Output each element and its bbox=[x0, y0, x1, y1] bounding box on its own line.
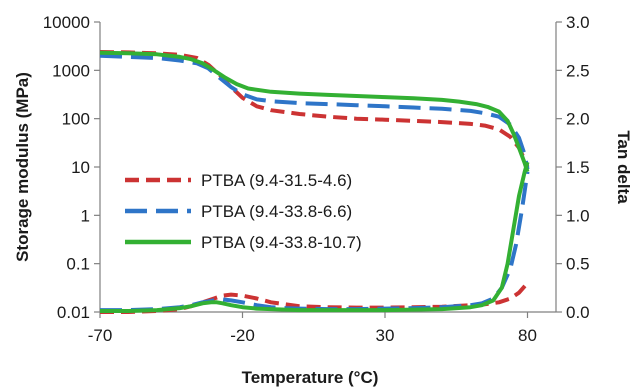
legend-label-3: PTBA (9.4-33.8-10.7) bbox=[201, 233, 362, 252]
y2-tick-label: 0.0 bbox=[566, 303, 590, 322]
y2-tick-label: 2.0 bbox=[566, 110, 590, 129]
y-tick-label: 1000 bbox=[52, 61, 90, 80]
y-tick-label: 1 bbox=[81, 206, 90, 225]
legend-label-1: PTBA (9.4-31.5-4.6) bbox=[201, 171, 352, 190]
y2-tick-label: 2.5 bbox=[566, 61, 590, 80]
x-tick-label: -20 bbox=[230, 326, 255, 345]
y-tick-label: 0.1 bbox=[66, 255, 90, 274]
y-tick-label: 10 bbox=[71, 158, 90, 177]
x-tick-label: 30 bbox=[376, 326, 395, 345]
series-3-tan-delta-line bbox=[100, 161, 530, 313]
y2-tick-label: 3.0 bbox=[566, 13, 590, 32]
ticks: -70 -20 30 80 0.01 0.1 1 10 100 1000 10000 0.0 0.5 1.… bbox=[43, 13, 590, 345]
y-tick-label: 0.01 bbox=[57, 303, 90, 322]
series-3-modulus-line bbox=[99, 50, 530, 173]
x-tick-label: -70 bbox=[88, 326, 113, 345]
series-1-modulus-line bbox=[99, 50, 530, 168]
y2-tick-label: 1.0 bbox=[566, 206, 590, 225]
legend-label-2: PTBA (9.4-33.8-6.6) bbox=[201, 202, 352, 221]
series-2-modulus-line bbox=[99, 53, 530, 170]
axes bbox=[99, 22, 557, 313]
x-tick-label: 80 bbox=[518, 326, 537, 345]
y-tick-label: 100 bbox=[62, 110, 90, 129]
legend: PTBA (9.4-31.5-4.6) PTBA (9.4-33.8-6.6) PT… bbox=[125, 171, 362, 252]
y2-axis-title: Tan delta bbox=[614, 130, 633, 204]
y2-tick-label: 0.5 bbox=[566, 255, 590, 274]
series-lines bbox=[99, 50, 530, 314]
x-axis-title: Temperature (°C) bbox=[242, 368, 379, 387]
y-tick-label: 10000 bbox=[43, 13, 90, 32]
y-axis-title: Storage modulus (MPa) bbox=[13, 72, 32, 262]
y2-tick-label: 1.5 bbox=[566, 158, 590, 177]
